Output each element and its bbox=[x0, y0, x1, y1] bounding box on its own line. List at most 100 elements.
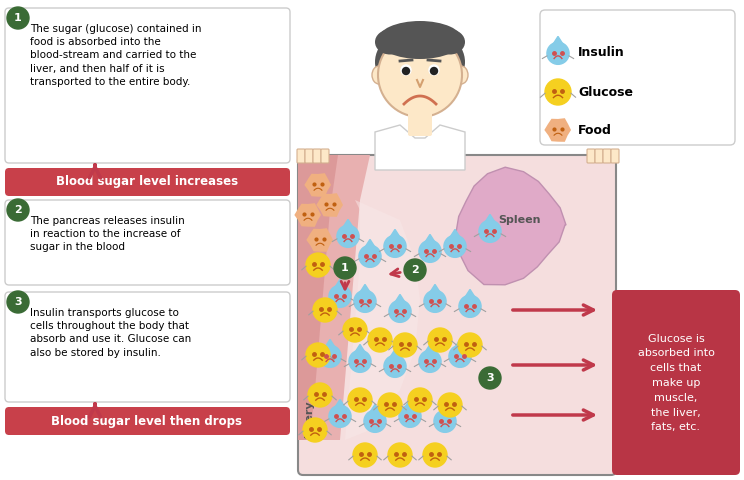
Circle shape bbox=[348, 388, 372, 412]
Circle shape bbox=[419, 240, 441, 263]
Ellipse shape bbox=[375, 29, 405, 55]
Polygon shape bbox=[369, 404, 381, 413]
Polygon shape bbox=[334, 279, 346, 288]
Circle shape bbox=[329, 405, 351, 427]
Text: Blood sugar level then drops: Blood sugar level then drops bbox=[51, 415, 243, 428]
Circle shape bbox=[419, 350, 441, 372]
Text: 2: 2 bbox=[411, 265, 419, 275]
Polygon shape bbox=[545, 118, 571, 142]
Text: 3: 3 bbox=[14, 297, 22, 307]
Polygon shape bbox=[298, 155, 338, 440]
FancyBboxPatch shape bbox=[5, 407, 290, 435]
Ellipse shape bbox=[372, 66, 386, 84]
Polygon shape bbox=[307, 228, 333, 252]
Circle shape bbox=[459, 295, 481, 317]
FancyBboxPatch shape bbox=[298, 155, 616, 475]
Text: Blood sugar level increases: Blood sugar level increases bbox=[56, 176, 238, 189]
Text: 3: 3 bbox=[486, 373, 494, 383]
Polygon shape bbox=[424, 345, 436, 353]
Circle shape bbox=[408, 388, 432, 412]
Circle shape bbox=[393, 333, 417, 357]
Circle shape bbox=[329, 285, 351, 307]
Circle shape bbox=[334, 257, 356, 279]
Polygon shape bbox=[404, 399, 416, 408]
Circle shape bbox=[378, 393, 402, 417]
Circle shape bbox=[7, 7, 29, 29]
FancyBboxPatch shape bbox=[603, 149, 611, 163]
FancyBboxPatch shape bbox=[540, 10, 735, 145]
Circle shape bbox=[359, 245, 381, 267]
Polygon shape bbox=[449, 229, 461, 239]
Circle shape bbox=[384, 235, 406, 257]
Circle shape bbox=[308, 383, 332, 407]
Circle shape bbox=[424, 290, 446, 312]
Polygon shape bbox=[345, 200, 420, 440]
Circle shape bbox=[403, 68, 409, 74]
Polygon shape bbox=[316, 193, 343, 217]
FancyBboxPatch shape bbox=[5, 168, 290, 196]
Polygon shape bbox=[354, 345, 366, 353]
Polygon shape bbox=[389, 229, 401, 239]
FancyBboxPatch shape bbox=[5, 8, 290, 163]
Circle shape bbox=[404, 259, 426, 281]
Polygon shape bbox=[456, 167, 566, 285]
FancyBboxPatch shape bbox=[313, 149, 321, 163]
Circle shape bbox=[434, 410, 456, 432]
FancyBboxPatch shape bbox=[611, 149, 619, 163]
Polygon shape bbox=[552, 36, 564, 46]
FancyBboxPatch shape bbox=[587, 149, 595, 163]
Circle shape bbox=[431, 68, 437, 74]
Circle shape bbox=[319, 345, 341, 367]
Polygon shape bbox=[334, 399, 346, 408]
Polygon shape bbox=[394, 294, 405, 303]
Circle shape bbox=[364, 410, 386, 432]
Circle shape bbox=[545, 79, 571, 105]
Circle shape bbox=[428, 328, 452, 352]
Text: The pancreas releases insulin
in reaction to the increase of
sugar in the blood: The pancreas releases insulin in reactio… bbox=[30, 216, 185, 252]
Circle shape bbox=[401, 65, 411, 75]
Text: Glucose: Glucose bbox=[578, 85, 633, 98]
Circle shape bbox=[388, 443, 412, 467]
Circle shape bbox=[547, 42, 569, 64]
FancyBboxPatch shape bbox=[5, 200, 290, 285]
Polygon shape bbox=[454, 339, 466, 348]
Polygon shape bbox=[429, 284, 441, 293]
FancyBboxPatch shape bbox=[297, 149, 305, 163]
Circle shape bbox=[389, 300, 411, 323]
Ellipse shape bbox=[377, 21, 463, 59]
Circle shape bbox=[343, 318, 367, 342]
Circle shape bbox=[7, 291, 29, 313]
FancyBboxPatch shape bbox=[5, 292, 290, 402]
Polygon shape bbox=[324, 339, 336, 348]
FancyBboxPatch shape bbox=[321, 149, 329, 163]
Ellipse shape bbox=[454, 66, 468, 84]
Circle shape bbox=[354, 290, 376, 312]
Circle shape bbox=[384, 355, 406, 377]
Circle shape bbox=[337, 225, 359, 247]
FancyBboxPatch shape bbox=[408, 112, 432, 136]
Circle shape bbox=[7, 199, 29, 221]
Ellipse shape bbox=[375, 27, 465, 97]
Circle shape bbox=[429, 65, 439, 75]
Circle shape bbox=[368, 328, 392, 352]
Text: Spleen: Spleen bbox=[498, 215, 541, 225]
Polygon shape bbox=[364, 240, 376, 249]
Text: Insulin transports glucose to
cells throughout the body that
absorb and use it. : Insulin transports glucose to cells thro… bbox=[30, 308, 191, 358]
Polygon shape bbox=[359, 284, 371, 293]
FancyBboxPatch shape bbox=[595, 149, 603, 163]
Circle shape bbox=[349, 350, 371, 372]
Polygon shape bbox=[375, 125, 465, 170]
Polygon shape bbox=[389, 349, 401, 359]
Circle shape bbox=[479, 220, 501, 242]
Polygon shape bbox=[424, 234, 436, 243]
Polygon shape bbox=[298, 155, 370, 440]
Text: Artery: Artery bbox=[305, 400, 315, 440]
Text: The sugar (glucose) contained in
food is absorbed into the
blood-stream and carr: The sugar (glucose) contained in food is… bbox=[30, 24, 202, 87]
FancyBboxPatch shape bbox=[612, 290, 740, 475]
Circle shape bbox=[399, 405, 421, 427]
Polygon shape bbox=[304, 173, 331, 197]
Circle shape bbox=[479, 367, 501, 389]
Polygon shape bbox=[439, 404, 451, 413]
Circle shape bbox=[438, 393, 462, 417]
Text: 1: 1 bbox=[14, 13, 22, 23]
